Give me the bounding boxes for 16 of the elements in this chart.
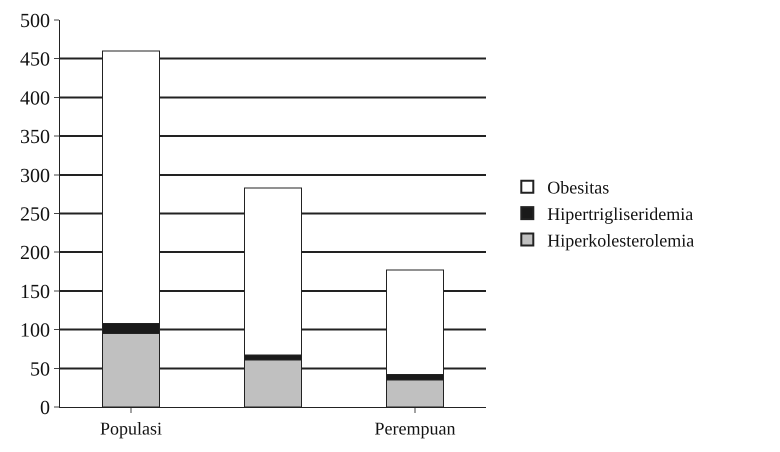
y-tick-label: 450 bbox=[20, 48, 50, 71]
y-tick-label: 150 bbox=[20, 280, 50, 303]
y-tick-label: 50 bbox=[30, 358, 50, 380]
y-tick-label: 400 bbox=[20, 87, 50, 110]
x-tick-label: Perempuan bbox=[374, 418, 456, 439]
y-tick-label: 250 bbox=[20, 204, 50, 226]
legend-label: Hipertrigliseridemia bbox=[547, 204, 694, 224]
x-tick-label: Populasi bbox=[100, 418, 162, 439]
y-tick-label: 0 bbox=[40, 397, 50, 419]
legend-label: Obesitas bbox=[547, 178, 610, 198]
y-tick-label: 300 bbox=[20, 164, 50, 187]
legend-label: Hiperkolesterolemia bbox=[547, 230, 694, 251]
y-tick-label: 350 bbox=[20, 126, 50, 148]
y-tick-label: 500 bbox=[20, 10, 50, 32]
y-tick-label: 200 bbox=[20, 242, 50, 264]
y-tick-label: 100 bbox=[20, 320, 50, 342]
